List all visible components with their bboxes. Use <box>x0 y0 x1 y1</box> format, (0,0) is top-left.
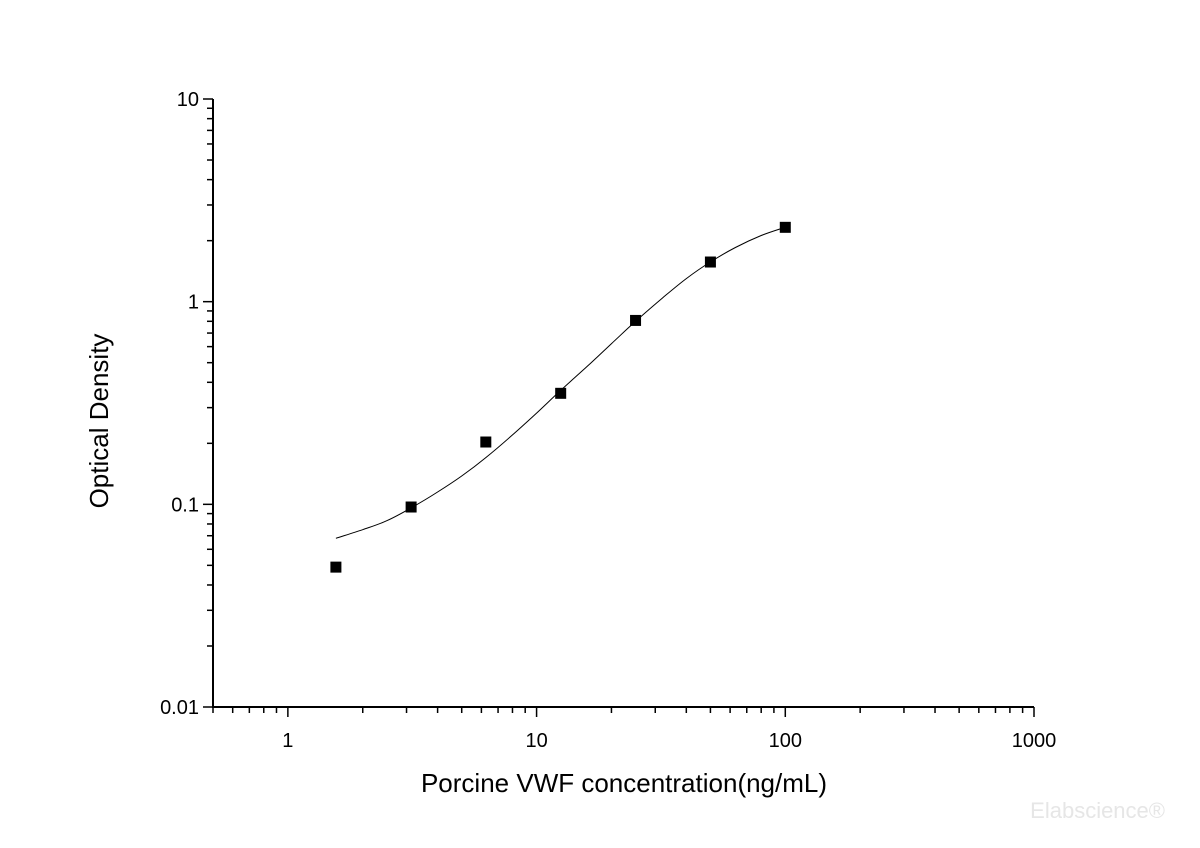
x-tick-label: 1000 <box>1012 730 1057 752</box>
y-axis-ticks: 0.01 0.1 1 10 <box>160 89 213 719</box>
y-tick-label: 1 <box>188 292 199 314</box>
axes <box>212 99 1034 708</box>
fit-curve <box>335 226 786 539</box>
x-tick-label: 10 <box>525 730 547 752</box>
data-point <box>630 314 642 326</box>
fit-curve-layer <box>335 226 786 539</box>
y-tick-label: 0.1 <box>171 494 199 516</box>
data-point <box>405 501 417 513</box>
x-tick-label: 1 <box>282 730 293 752</box>
x-axis-title: Porcine VWF concentration(ng/mL) <box>421 768 827 798</box>
data-point <box>480 436 492 448</box>
data-point <box>779 221 791 233</box>
data-point <box>330 561 342 573</box>
x-tick-label: 100 <box>769 730 802 752</box>
data-point <box>704 256 716 268</box>
x-axis-ticks: 1 10 100 1000 <box>212 707 1057 752</box>
watermark: Elabscience® <box>1030 798 1165 823</box>
data-points-layer <box>330 221 791 573</box>
data-point <box>555 387 567 399</box>
y-tick-label: 0.01 <box>160 697 199 719</box>
y-axis-title: Optical Density <box>84 334 114 509</box>
y-tick-label: 10 <box>177 89 199 111</box>
